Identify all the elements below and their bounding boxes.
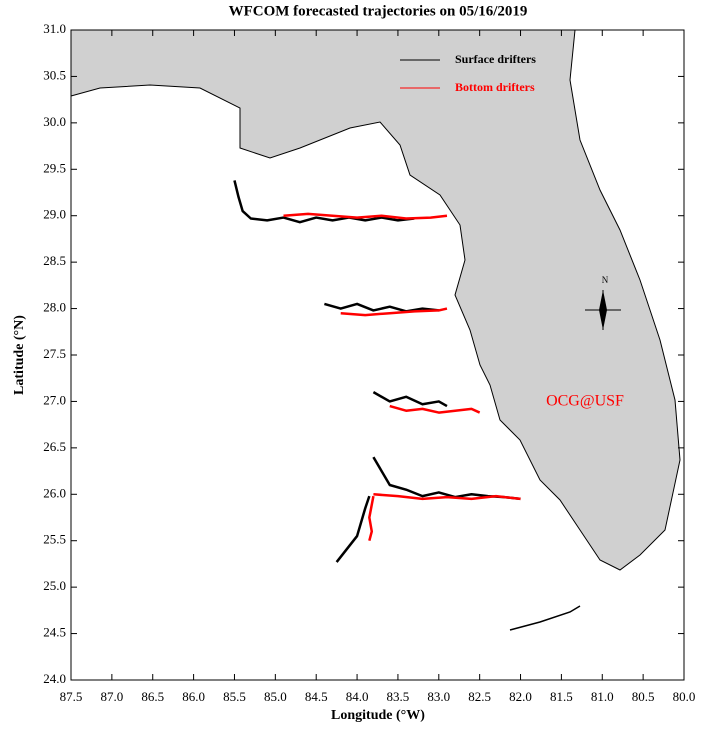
x-tick-label: 82.5 (468, 689, 491, 704)
x-tick-label: 80.5 (632, 689, 655, 704)
trajectory (335, 495, 371, 563)
y-tick-label: 24.0 (43, 671, 66, 686)
x-tick-label: 87.0 (100, 689, 123, 704)
trajectory (283, 212, 448, 220)
y-tick-label: 26.0 (43, 485, 66, 500)
x-tick-label: 86.5 (141, 689, 164, 704)
compass-label: N (602, 275, 609, 285)
y-axis-label: Latitude (°N) (12, 315, 27, 395)
legend-label: Surface drifters (455, 52, 536, 66)
x-tick-label: 81.0 (591, 689, 614, 704)
y-tick-label: 25.5 (43, 532, 66, 547)
y-tick-label: 26.5 (43, 439, 66, 454)
land (70, 29, 681, 571)
x-tick-label: 84.5 (305, 689, 328, 704)
x-tick-label: 82.0 (509, 689, 532, 704)
legend-label: Bottom drifters (455, 80, 535, 94)
keys (509, 605, 581, 631)
y-tick-label: 29.0 (43, 207, 66, 222)
y-tick-label: 28.0 (43, 300, 66, 315)
y-tick-label: 30.5 (43, 67, 66, 82)
x-tick-label: 83.0 (427, 689, 450, 704)
y-tick-label: 31.0 (43, 21, 66, 36)
x-tick-label: 85.5 (223, 689, 246, 704)
x-axis-label: Longitude (°W) (331, 708, 425, 723)
x-tick-label: 81.5 (550, 689, 573, 704)
trajectory (324, 302, 439, 313)
y-tick-label: 28.5 (43, 253, 66, 268)
x-tick-label: 80.0 (673, 689, 696, 704)
y-tick-label: 30.0 (43, 114, 66, 129)
annotation: OCG@USF (546, 393, 624, 410)
trajectory (373, 493, 521, 501)
x-tick-label: 83.5 (387, 689, 410, 704)
trajectory (233, 180, 415, 224)
chart-title: WFCOM forecasted trajectories on 05/16/2… (229, 3, 528, 19)
y-tick-label: 27.0 (43, 392, 66, 407)
x-tick-label: 86.0 (182, 689, 205, 704)
y-tick-label: 25.0 (43, 578, 66, 593)
trajectory (389, 404, 481, 414)
trajectory (372, 391, 448, 408)
y-tick-label: 29.5 (43, 160, 66, 175)
y-tick-label: 24.5 (43, 625, 66, 640)
x-tick-label: 85.0 (264, 689, 287, 704)
x-tick-label: 84.0 (346, 689, 369, 704)
compass (585, 290, 621, 330)
x-tick-label: 87.5 (60, 689, 83, 704)
trajectory (368, 495, 375, 542)
trajectory (340, 307, 448, 317)
y-tick-label: 27.5 (43, 346, 66, 361)
